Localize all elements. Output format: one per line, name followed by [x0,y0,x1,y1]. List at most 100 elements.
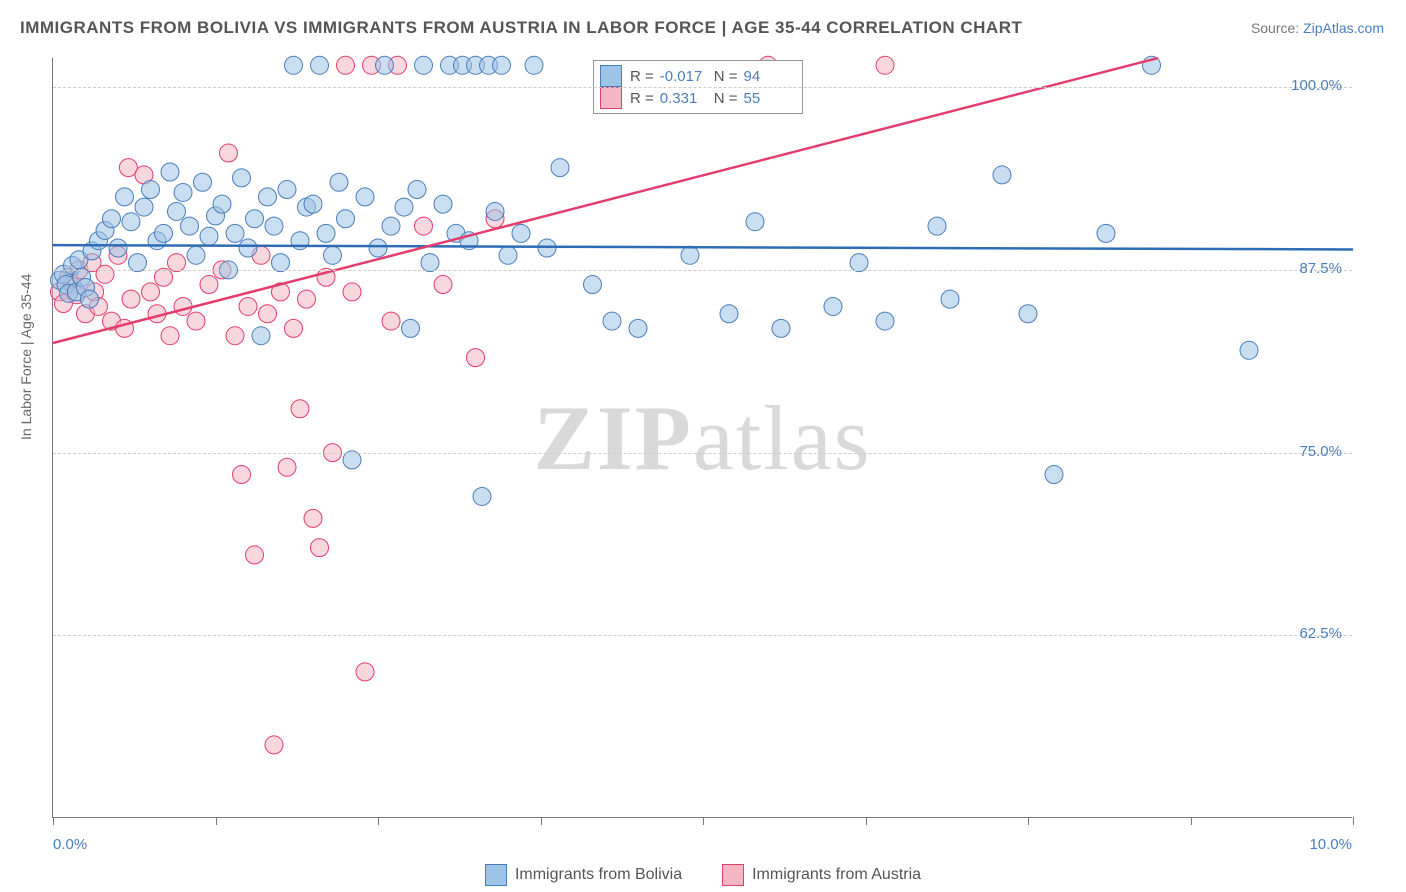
data-point [233,169,251,187]
data-point [285,319,303,337]
legend-N-key: N = [714,68,738,85]
data-point [155,224,173,242]
data-point [174,297,192,315]
data-point [187,246,205,264]
gridline [53,270,1352,271]
data-point [369,239,387,257]
data-point [298,290,316,308]
xtick [216,817,217,825]
data-point [402,319,420,337]
data-point [415,217,433,235]
data-point [525,56,543,74]
data-point [142,283,160,301]
bottom-legend-bolivia: Immigrants from Bolivia [485,864,682,886]
legend-R-val-austria: 0.331 [660,90,708,107]
xtick-label-left: 0.0% [53,836,87,853]
data-point [285,56,303,74]
data-point [109,239,127,257]
data-point [467,349,485,367]
data-point [278,458,296,476]
data-point [584,276,602,294]
data-point [337,210,355,228]
legend-row-bolivia: R = -0.017 N = 94 [600,65,792,87]
legend-N-val-austria: 55 [744,90,792,107]
bottom-label-austria: Immigrants from Austria [752,866,921,884]
ytick-label: 100.0% [1291,77,1342,94]
ytick-label: 75.0% [1299,443,1342,460]
y-axis-label: In Labor Force | Age 35-44 [18,274,34,440]
data-point [168,202,186,220]
data-point [246,210,264,228]
data-point [96,265,114,283]
data-point [343,451,361,469]
source-label: Source: [1251,20,1303,36]
data-point [239,297,257,315]
data-point [226,327,244,345]
data-point [382,217,400,235]
data-point [122,290,140,308]
data-point [512,224,530,242]
data-point [337,56,355,74]
bottom-legend-austria: Immigrants from Austria [722,864,921,886]
xtick [1191,817,1192,825]
data-point [103,210,121,228]
data-point [155,268,173,286]
xtick [866,817,867,825]
data-point [772,319,790,337]
data-point [187,312,205,330]
gridline [53,453,1352,454]
data-point [876,56,894,74]
data-point [304,195,322,213]
xtick [703,817,704,825]
data-point [356,188,374,206]
data-point [1240,341,1258,359]
xtick [1353,817,1354,825]
data-point [226,224,244,242]
legend-swatch-bolivia [600,65,622,87]
data-point [252,327,270,345]
source-link[interactable]: ZipAtlas.com [1303,20,1384,36]
data-point [376,56,394,74]
data-point [324,246,342,264]
legend-row-austria: R = 0.331 N = 55 [600,87,792,109]
data-point [265,217,283,235]
ytick-label: 62.5% [1299,625,1342,642]
data-point [278,181,296,199]
xtick [541,817,542,825]
data-point [551,159,569,177]
data-point [343,283,361,301]
data-point [499,246,517,264]
data-point [681,246,699,264]
data-point [200,227,218,245]
legend-N-key: N = [714,90,738,107]
data-point [116,188,134,206]
data-point [486,202,504,220]
scatter-svg [53,58,1352,817]
data-point [311,56,329,74]
data-point [142,181,160,199]
data-point [80,290,98,308]
data-point [135,198,153,216]
data-point [1097,224,1115,242]
data-point [395,198,413,216]
data-point [603,312,621,330]
data-point [161,163,179,181]
data-point [181,217,199,235]
data-point [311,539,329,557]
data-point [239,239,257,257]
data-point [259,188,277,206]
data-point [493,56,511,74]
bottom-legend: Immigrants from Bolivia Immigrants from … [0,864,1406,886]
data-point [174,183,192,201]
data-point [434,195,452,213]
bottom-label-bolivia: Immigrants from Bolivia [515,866,682,884]
data-point [213,195,231,213]
data-point [1019,305,1037,323]
data-point [356,663,374,681]
legend-R-val-bolivia: -0.017 [660,68,708,85]
data-point [824,297,842,315]
bottom-swatch-austria [722,864,744,886]
data-point [122,213,140,231]
data-point [200,276,218,294]
data-point [746,213,764,231]
